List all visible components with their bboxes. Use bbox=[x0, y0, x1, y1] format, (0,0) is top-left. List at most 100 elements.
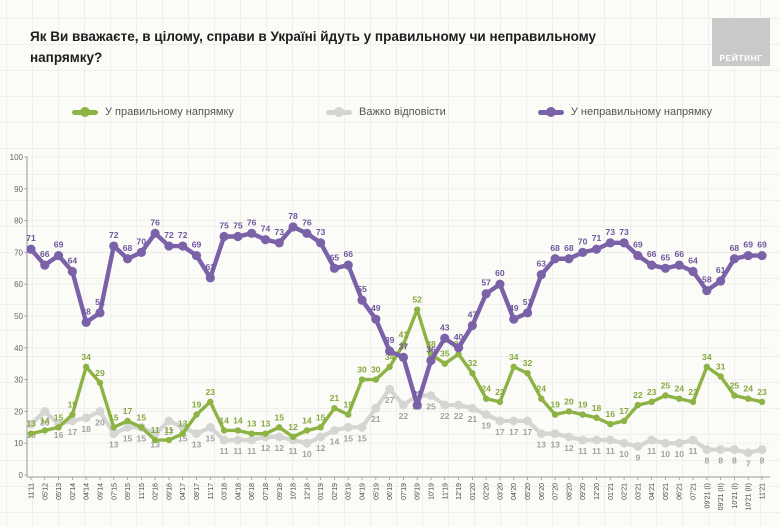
svg-text:07'19: 07'19 bbox=[401, 483, 408, 500]
svg-text:69: 69 bbox=[54, 240, 64, 250]
svg-text:30: 30 bbox=[371, 365, 381, 375]
svg-text:10'18: 10'18 bbox=[291, 483, 298, 500]
svg-text:70: 70 bbox=[137, 236, 147, 246]
svg-text:10'19: 10'19 bbox=[428, 483, 435, 500]
svg-text:17: 17 bbox=[495, 427, 505, 437]
svg-text:19: 19 bbox=[343, 400, 353, 410]
svg-text:23: 23 bbox=[688, 387, 698, 397]
svg-text:13: 13 bbox=[192, 440, 202, 450]
svg-text:68: 68 bbox=[564, 243, 574, 253]
svg-text:13: 13 bbox=[150, 440, 160, 450]
svg-text:50: 50 bbox=[14, 312, 23, 321]
svg-text:02'14: 02'14 bbox=[70, 483, 77, 500]
svg-text:15: 15 bbox=[316, 412, 326, 422]
svg-text:66: 66 bbox=[40, 249, 50, 259]
svg-text:32: 32 bbox=[468, 358, 478, 368]
svg-text:8: 8 bbox=[760, 456, 765, 466]
svg-text:62: 62 bbox=[206, 262, 216, 272]
svg-text:32: 32 bbox=[523, 358, 533, 368]
svg-text:13: 13 bbox=[109, 440, 119, 450]
svg-text:19: 19 bbox=[481, 421, 491, 431]
svg-text:22: 22 bbox=[399, 411, 409, 421]
svg-text:34: 34 bbox=[509, 352, 519, 362]
svg-text:11'19: 11'19 bbox=[442, 483, 449, 499]
svg-text:09'16: 09'16 bbox=[166, 483, 173, 500]
x-axis-labels: 11'11 05'12 05'13 02'14 04'14 09'14 07'15 09'15… bbox=[29, 477, 767, 510]
svg-text:14: 14 bbox=[302, 415, 312, 425]
svg-text:07'18: 07'18 bbox=[263, 483, 270, 500]
rating-logo-text: РЕЙТИНГ bbox=[719, 53, 763, 63]
svg-text:38: 38 bbox=[426, 339, 436, 349]
svg-text:20: 20 bbox=[564, 396, 574, 406]
svg-text:68: 68 bbox=[123, 243, 133, 253]
svg-text:11'11: 11'11 bbox=[29, 483, 36, 499]
svg-text:78: 78 bbox=[288, 211, 298, 221]
svg-text:30: 30 bbox=[14, 376, 23, 385]
svg-text:17: 17 bbox=[68, 427, 78, 437]
svg-text:8: 8 bbox=[704, 456, 709, 466]
svg-text:25: 25 bbox=[661, 381, 671, 391]
svg-text:10'21 (I): 10'21 (I) bbox=[732, 483, 739, 508]
svg-text:27: 27 bbox=[385, 395, 395, 405]
svg-text:17: 17 bbox=[523, 427, 533, 437]
svg-text:03'18: 03'18 bbox=[222, 483, 229, 500]
svg-text:04'21: 04'21 bbox=[649, 483, 656, 500]
svg-text:11'21: 11'21 bbox=[760, 483, 767, 499]
svg-text:66: 66 bbox=[647, 249, 657, 259]
svg-text:40: 40 bbox=[454, 332, 464, 342]
svg-text:34: 34 bbox=[385, 352, 395, 362]
svg-text:17: 17 bbox=[509, 427, 519, 437]
svg-text:20: 20 bbox=[95, 417, 105, 427]
svg-text:11: 11 bbox=[164, 425, 173, 435]
chart-legend: У правильному напрямку Важко відповісти У … bbox=[72, 106, 712, 118]
svg-text:19: 19 bbox=[578, 400, 588, 410]
svg-text:22: 22 bbox=[440, 411, 450, 421]
svg-text:8: 8 bbox=[718, 456, 723, 466]
svg-text:05'13: 05'13 bbox=[56, 483, 63, 500]
svg-text:69: 69 bbox=[743, 240, 753, 250]
svg-text:05'12: 05'12 bbox=[42, 483, 49, 500]
svg-text:11: 11 bbox=[647, 446, 656, 456]
svg-text:74: 74 bbox=[261, 224, 271, 234]
svg-text:05'21: 05'21 bbox=[663, 483, 670, 500]
legend-label: У неправильному напрямку bbox=[570, 106, 712, 118]
svg-text:14: 14 bbox=[219, 415, 229, 425]
svg-text:15: 15 bbox=[109, 412, 119, 422]
svg-text:68: 68 bbox=[730, 243, 740, 253]
svg-text:14: 14 bbox=[233, 415, 243, 425]
svg-text:04'17: 04'17 bbox=[180, 483, 187, 500]
line-chart: 0 10 20 30 40 50 60 70 80 90 100 11'11 05'12 05'13 02'… bbox=[10, 153, 770, 510]
svg-text:11: 11 bbox=[688, 446, 697, 456]
svg-text:05'20: 05'20 bbox=[525, 483, 532, 500]
svg-text:23: 23 bbox=[495, 387, 505, 397]
svg-text:22: 22 bbox=[633, 390, 643, 400]
svg-text:12: 12 bbox=[564, 443, 574, 453]
svg-text:55: 55 bbox=[357, 284, 367, 294]
svg-text:69: 69 bbox=[757, 240, 767, 250]
svg-text:09'21 (II): 09'21 (II) bbox=[718, 483, 725, 510]
svg-text:14: 14 bbox=[40, 415, 50, 425]
svg-text:15: 15 bbox=[137, 412, 147, 422]
svg-text:04'19: 04'19 bbox=[360, 483, 367, 500]
svg-text:64: 64 bbox=[68, 255, 78, 265]
svg-text:07'15: 07'15 bbox=[111, 483, 118, 500]
page-title-line2: напрямку? bbox=[30, 49, 103, 65]
svg-text:64: 64 bbox=[688, 255, 698, 265]
svg-text:02'19: 02'19 bbox=[332, 483, 339, 500]
svg-text:61: 61 bbox=[716, 265, 726, 275]
legend-label: У правильному напрямку bbox=[105, 106, 234, 118]
svg-text:23: 23 bbox=[647, 387, 657, 397]
svg-text:15: 15 bbox=[54, 412, 64, 422]
svg-text:51: 51 bbox=[95, 297, 105, 307]
page-title: Як Ви вважаєте, в цілому, справи в Украї… bbox=[30, 27, 680, 69]
svg-text:17: 17 bbox=[619, 406, 629, 416]
legend-item-hard-to-say: Важко відповісти bbox=[326, 106, 446, 118]
svg-text:39: 39 bbox=[385, 335, 395, 345]
svg-text:19: 19 bbox=[550, 400, 560, 410]
svg-text:11: 11 bbox=[233, 446, 242, 456]
svg-text:19: 19 bbox=[68, 400, 78, 410]
svg-text:65: 65 bbox=[661, 252, 671, 262]
svg-text:76: 76 bbox=[247, 217, 257, 227]
svg-text:11: 11 bbox=[578, 446, 587, 456]
svg-text:03'20: 03'20 bbox=[497, 483, 504, 500]
